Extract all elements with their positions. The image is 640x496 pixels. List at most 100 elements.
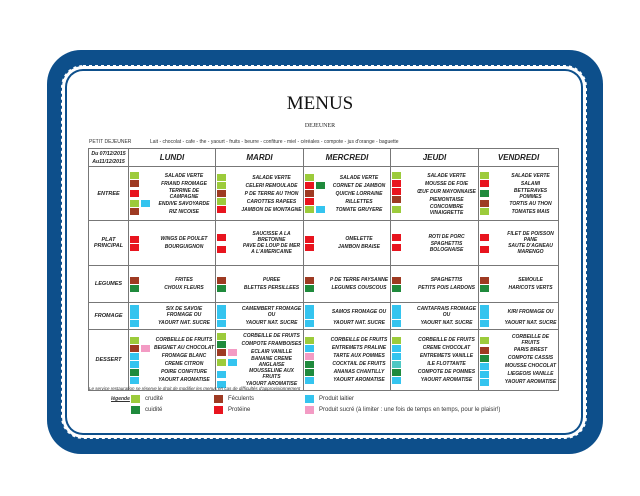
category-swatch-icon — [305, 206, 314, 213]
dish-name: MOUSSELINE AUX FRUITS — [249, 368, 294, 380]
category-swatch-icon — [392, 352, 401, 360]
legend-title: légende — [111, 396, 130, 402]
category-swatch-icon — [480, 190, 489, 197]
dish-name: TERRINE DE CAMPAGNE — [168, 187, 200, 200]
category-swatch-icon — [305, 243, 314, 251]
category-swatch-icon — [480, 245, 489, 253]
dish-name: CORNET DE JAMBON — [332, 182, 386, 189]
menu-item: POIRE CONFITURE — [130, 368, 214, 376]
menu-cell: SEMOULE HARICOTS VERTS — [478, 265, 559, 303]
menu-item: ŒUF DUR MAYONNAISE — [392, 188, 477, 196]
category-swatch-icon — [392, 336, 401, 344]
category-swatch-icon — [480, 305, 489, 319]
dish-name: CANTAFRAIS FROMAGE OU — [416, 306, 477, 318]
menu-item: SALADE VERTE — [480, 172, 557, 180]
menu-item: ENTREMETS PRALINE — [305, 344, 389, 352]
dish-name: QUICHE LORRAINE — [335, 190, 383, 197]
menu-item: FRIAND FROMAGE — [130, 180, 214, 188]
day-header: VENDREDI — [478, 148, 559, 167]
menu-item: P DE TERRE PAYSANNE — [305, 276, 389, 284]
category-swatch-icon — [480, 378, 489, 386]
menu-item: LEGUMES COUSCOUS — [305, 284, 389, 292]
menu-item: CELERI REMOULADE — [217, 182, 302, 190]
dish-name: YAOURT NAT. SUCRE — [420, 320, 473, 326]
menu-cell: OMELETTE JAMBON BRAISE — [303, 220, 391, 266]
menu-item: HARICOTS VERTS — [480, 284, 557, 292]
menu-item: CORBEILLE DE FRUITS — [392, 336, 477, 344]
menu-item: SALAMI — [480, 180, 557, 188]
category-swatch-icon — [130, 180, 139, 187]
dish-name: CREME CITRON — [164, 361, 204, 367]
menu-item: ENTREMETS VANILLE — [392, 352, 477, 360]
dish-name: YAOURT AROMATISE — [158, 377, 210, 383]
menu-row: DESSERT CORBEILLE DE FRUITS BEIGNET AU CHO… — [88, 329, 559, 391]
menu-item: SPAGHETTIS — [392, 276, 477, 284]
menu-item: CORBEILLE DE FRUITS — [130, 336, 214, 344]
category-swatch-icon — [305, 376, 314, 384]
legend-item: cuidité — [131, 406, 162, 414]
day-header: JEUDI — [390, 148, 479, 167]
menu-item: ENDIVE SAVOYARDE — [130, 200, 214, 208]
category-swatch-icon — [217, 319, 226, 327]
dish-name: HARICOTS VERTS — [508, 285, 553, 291]
menu-item: CHOUX FLEURS — [130, 284, 214, 292]
dish-name: LEGUMES COUSCOUS — [331, 285, 387, 291]
category-swatch-icon — [392, 305, 401, 319]
row-label: ENTREE — [88, 166, 129, 221]
category-swatch-icon — [305, 235, 314, 243]
category-swatch-icon — [130, 368, 139, 376]
menu-item: SIX DE SAVOIE FROMAGE OU — [130, 305, 214, 319]
dish-name: ENDIVE SAVOYARDE — [158, 200, 210, 207]
menu-item: YAOURT NAT. SUCRE — [217, 319, 302, 327]
dish-name: CORBEILLE DE FRUITS — [243, 333, 300, 339]
legend-swatch-icon — [214, 395, 223, 403]
menu-item: CORBEILLE DE FRUITS — [480, 334, 557, 346]
dish-name: BLETTES PERSILLEES — [243, 285, 300, 291]
menu-item: SEMOULE — [480, 276, 557, 284]
menu-item: TOMATE GRUYERE — [305, 206, 389, 214]
category-swatch-icon — [130, 200, 139, 207]
legend-item: crudité — [131, 395, 163, 403]
category-swatch-icon — [130, 319, 139, 327]
dish-name: COCKTAIL DE FRUITS — [332, 361, 386, 367]
menu-item: SALADE VERTE — [392, 172, 477, 180]
menu-cell: FILET DE POISSON PANE SAUTE D'AGNEAU MARE… — [478, 220, 559, 266]
menu-cell: PUREE BLETTES PERSILLEES — [215, 265, 304, 303]
category-swatch-icon — [480, 208, 489, 215]
category-swatch-icon — [316, 182, 325, 189]
category-swatch-icon — [217, 190, 226, 197]
dish-name: SALAMI — [520, 180, 541, 187]
menu-item: SAMOS FROMAGE OU — [305, 305, 389, 319]
dish-name: MOUSSE CHOCOLAT — [504, 363, 557, 369]
category-swatch-icon — [217, 245, 226, 253]
category-swatch-icon — [217, 276, 226, 284]
menu-item: SALADE VERTE — [305, 174, 389, 182]
dish-name: SAUTE D'AGNEAU MARENGO — [508, 243, 553, 255]
row-label: PLAT PRINCIPAL — [88, 220, 129, 266]
category-swatch-icon — [305, 336, 314, 344]
dish-name: SALADE VERTE — [252, 174, 291, 181]
menu-cell: SALADE VERTE CORNET DE JAMBON QUICHE LORRA… — [303, 166, 391, 221]
menu-item: CREME CITRON — [130, 360, 214, 368]
meal-subtitle: DEJEUNER — [304, 123, 336, 129]
category-swatch-icon — [480, 284, 489, 292]
category-swatch-icon — [480, 370, 489, 378]
dish-name: SPAGHETTIS BOLOGNAISE — [429, 241, 464, 253]
dish-name: TOMATES MAIS — [511, 208, 550, 215]
dish-name: ENTREMETS VANILLE — [419, 353, 474, 359]
menu-item: ANANAS CHANTILLY — [305, 368, 389, 376]
category-swatch-icon — [480, 172, 489, 179]
category-swatch-icon — [130, 360, 139, 368]
category-swatch-icon — [228, 358, 237, 366]
category-swatch-icon — [130, 243, 139, 251]
dish-name: SAUCISSE A LA BRETONNE — [252, 231, 291, 243]
category-swatch-icon — [392, 376, 401, 384]
dish-name: SALADE VERTE — [427, 172, 466, 179]
date-range: Du 07/12/2015 Au11/12/2015 — [88, 148, 129, 167]
legend-label: Protéine — [228, 407, 251, 413]
dish-name: CAMEMBERT FROMAGE OU — [241, 306, 302, 318]
dish-name: CORBEILLE DE FRUITS — [418, 337, 475, 343]
disclaimer-note: Le service restauration se réserve le dr… — [89, 386, 301, 391]
menu-item: KIRI FROMAGE OU — [480, 305, 557, 319]
category-swatch-icon — [130, 284, 139, 292]
